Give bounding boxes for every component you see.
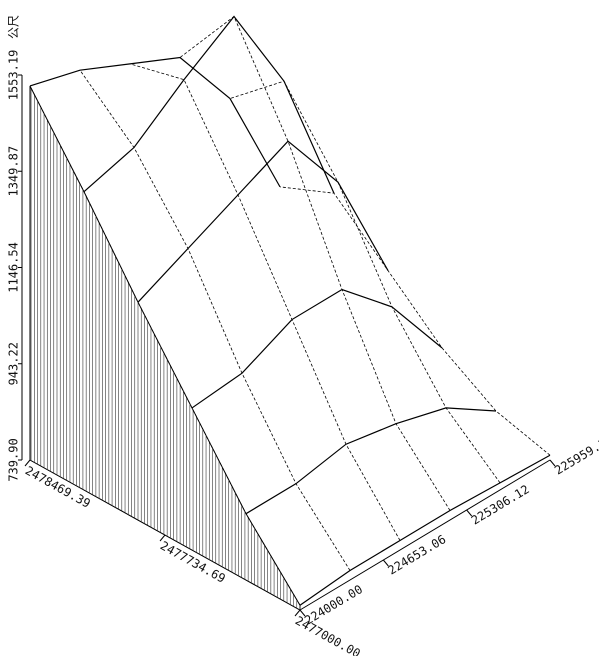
y-tick-label: 2477000.00: [293, 613, 363, 656]
z-tick-label: 739.90: [7, 438, 21, 481]
x-tick-label: 224653.06: [385, 532, 448, 577]
surface-row: [246, 408, 496, 514]
surface-row: [138, 141, 388, 302]
z-tick-label: 943.22: [7, 342, 21, 385]
x-axis: [300, 460, 550, 610]
surface-column: [230, 81, 500, 483]
x-tick-label: 225959.18: [552, 432, 599, 477]
x-tick-label: 225306.12: [469, 482, 532, 527]
chart: 224000.00224653.06225306.12225959.182477…: [0, 0, 599, 656]
surface-column: [280, 187, 550, 455]
z-tick-label: 1553.19: [7, 50, 21, 101]
z-tick-label: 1146.54: [7, 242, 21, 293]
z-tick-label: 1349.87: [7, 146, 21, 197]
z-axis-label: 公尺: [7, 15, 21, 39]
surface-row: [300, 455, 550, 605]
surface-row: [192, 290, 442, 408]
